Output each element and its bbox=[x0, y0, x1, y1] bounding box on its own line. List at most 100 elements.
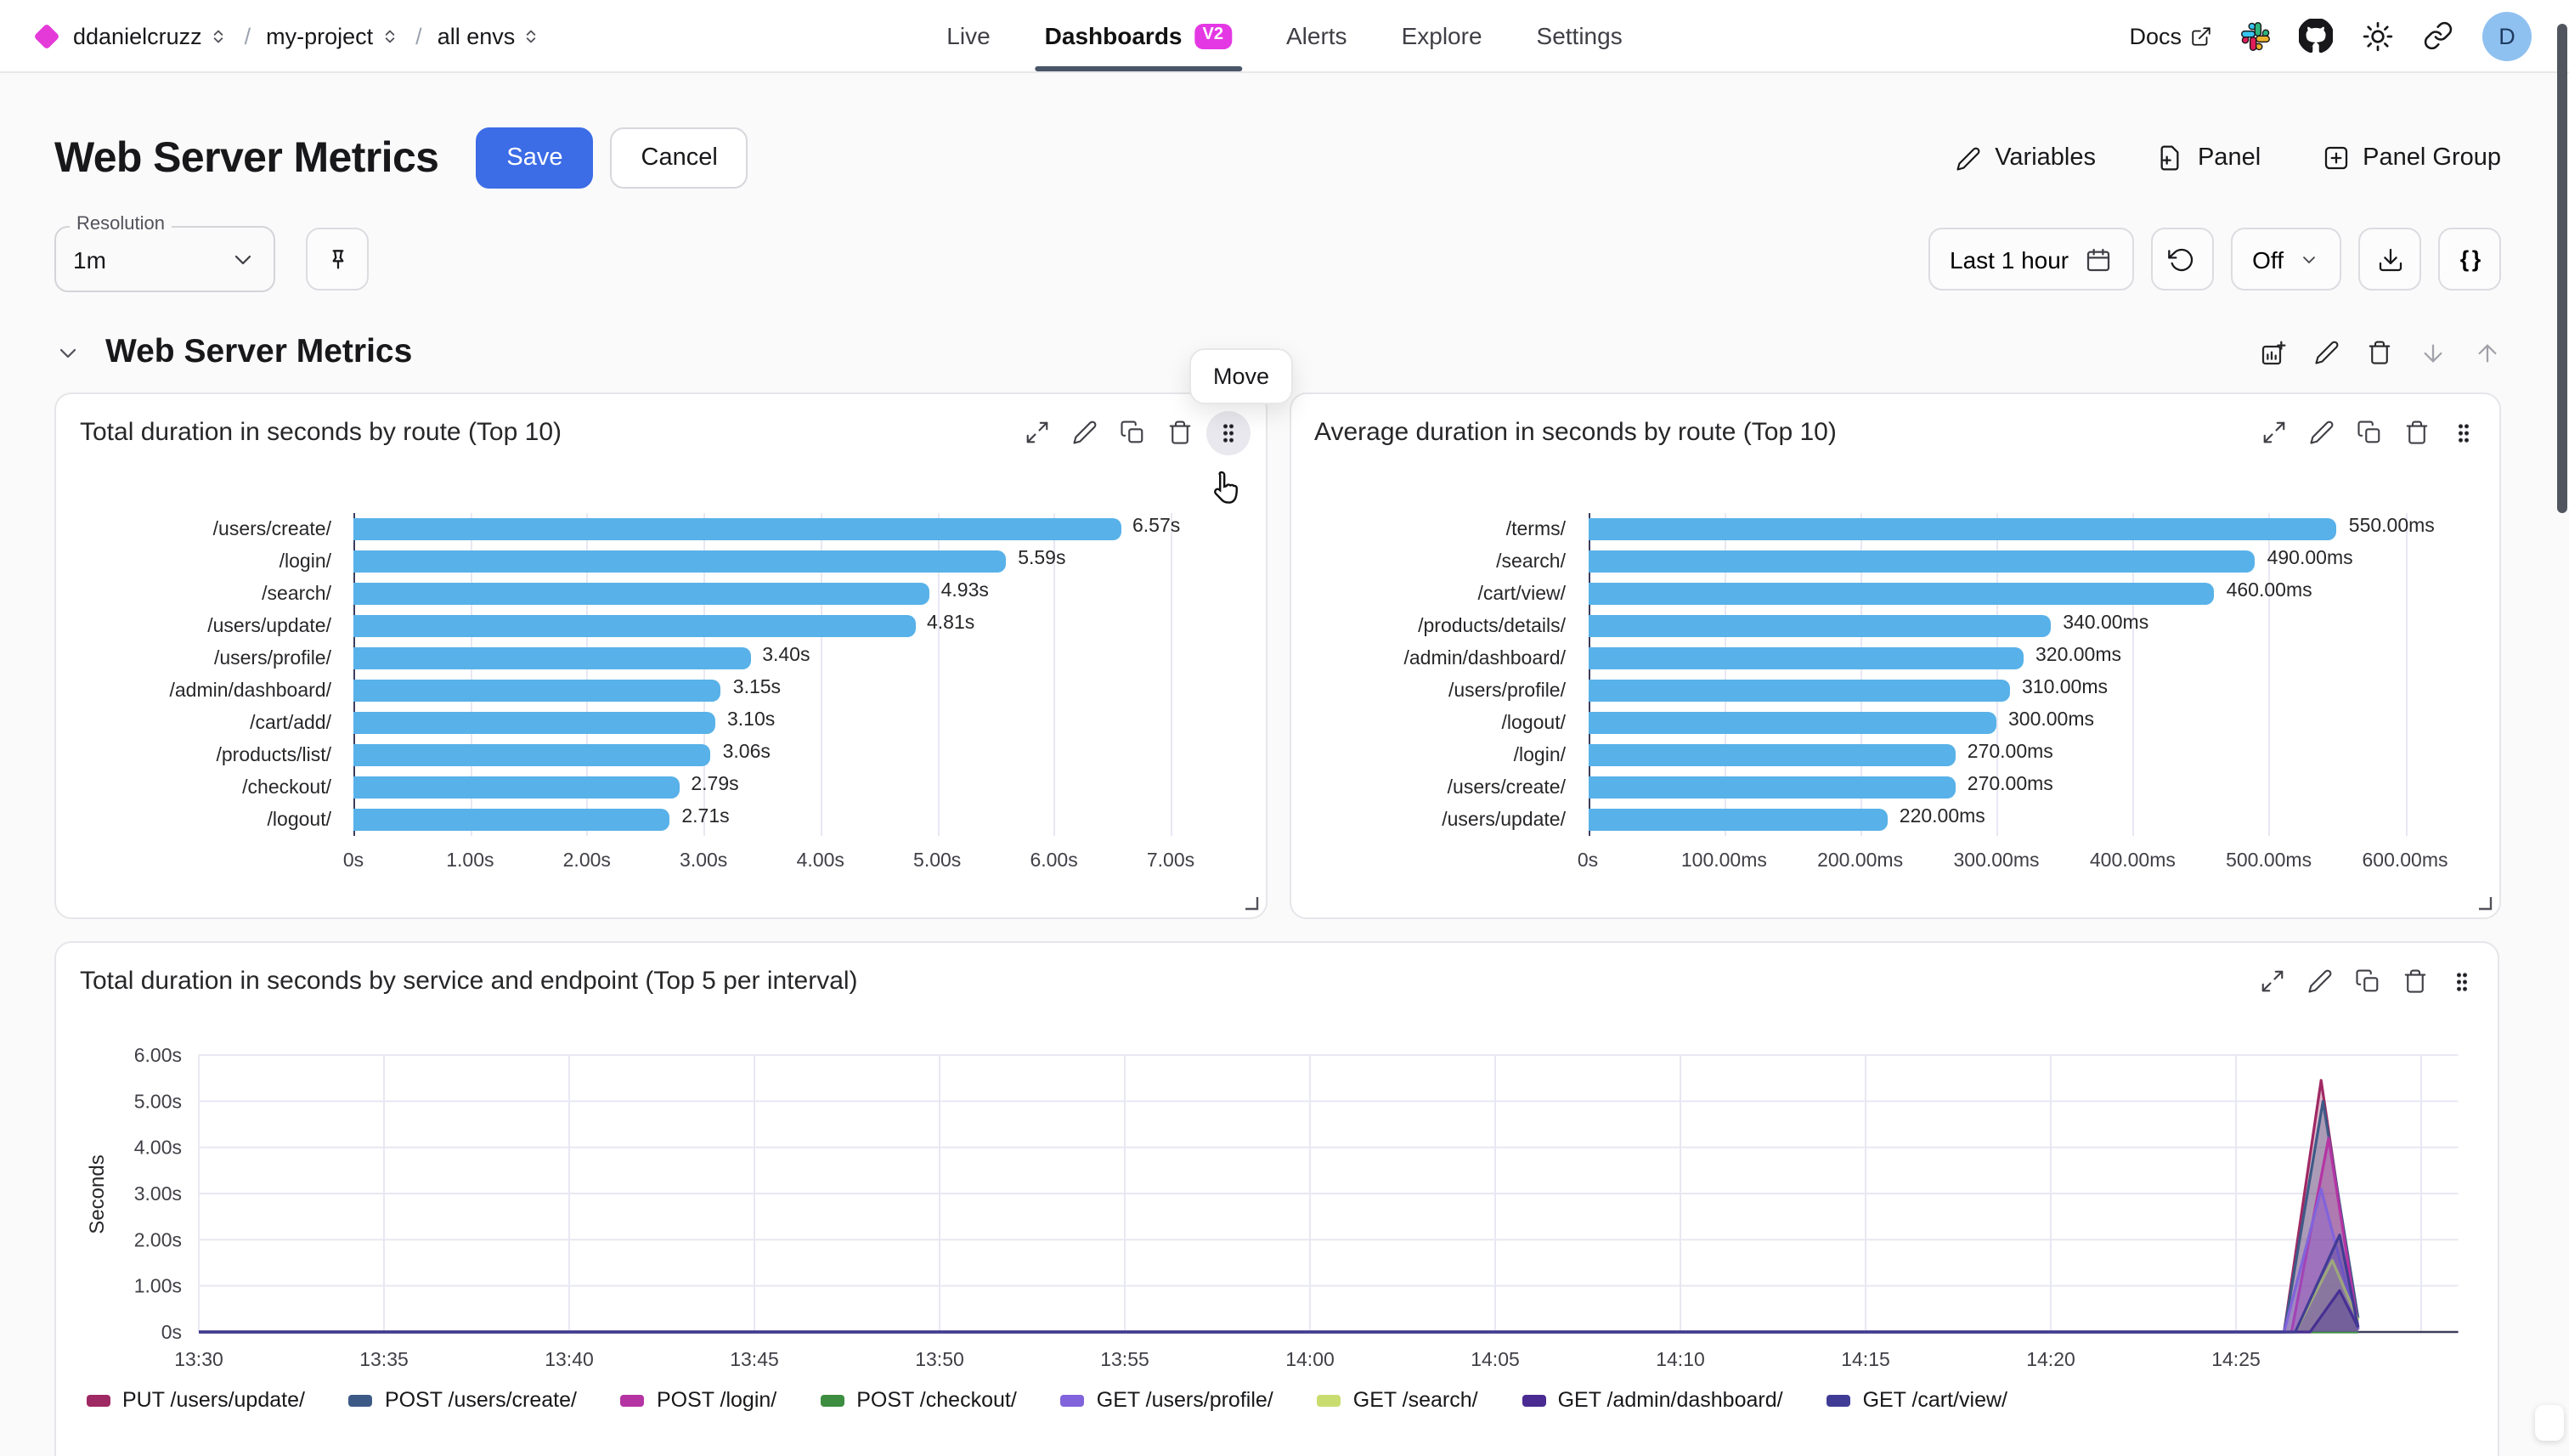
breadcrumb-item-my-project[interactable]: my-project bbox=[266, 23, 400, 48]
docs-link[interactable]: Docs bbox=[2129, 23, 2212, 48]
nav-tab-settings[interactable]: Settings bbox=[1536, 22, 1623, 49]
add-panel-button[interactable]: Panel bbox=[2157, 144, 2261, 172]
edit-icon[interactable] bbox=[2314, 340, 2340, 365]
bar-row-users-update: /users/update/4.81s bbox=[207, 613, 975, 637]
bar[interactable] bbox=[353, 518, 1121, 540]
refresh-button[interactable] bbox=[2150, 228, 2214, 291]
save-button[interactable]: Save bbox=[476, 127, 594, 189]
slack-icon[interactable] bbox=[2241, 21, 2270, 50]
nav-tab-dashboards[interactable]: Dashboards V2 bbox=[1034, 0, 1243, 71]
add-panel-group-button[interactable]: Panel Group bbox=[2322, 144, 2501, 172]
download-button[interactable] bbox=[2358, 228, 2421, 291]
duplicate-icon[interactable] bbox=[2355, 968, 2380, 994]
delete-icon[interactable] bbox=[2402, 968, 2428, 994]
json-button[interactable]: { } bbox=[2438, 228, 2501, 291]
auto-refresh-select[interactable]: Off bbox=[2230, 228, 2341, 291]
external-link-icon bbox=[2190, 25, 2212, 47]
nav-tab-alerts[interactable]: Alerts bbox=[1285, 22, 1347, 49]
legend-item-post-checkout[interactable]: POST /checkout/ bbox=[821, 1388, 1017, 1412]
bar[interactable] bbox=[353, 809, 670, 831]
delete-icon[interactable] bbox=[2367, 340, 2392, 365]
bar-row-products-details: /products/details/340.00ms bbox=[1418, 613, 2149, 637]
legend-item-get-admin-dashboard[interactable]: GET /admin/dashboard/ bbox=[1522, 1388, 1783, 1412]
bar[interactable] bbox=[1588, 712, 1996, 734]
page-body: Web Server Metrics Save Cancel Variables… bbox=[0, 127, 2569, 1456]
chart-legend: PUT /users/update/POST /users/create/POS… bbox=[87, 1388, 2007, 1412]
bar[interactable] bbox=[1588, 647, 2024, 669]
duplicate-icon[interactable] bbox=[1119, 420, 1144, 445]
bar[interactable] bbox=[1588, 583, 2215, 605]
drag-handle-icon[interactable] bbox=[2452, 420, 2476, 444]
expand-icon[interactable] bbox=[2260, 968, 2285, 994]
edit-icon[interactable] bbox=[1071, 420, 1097, 445]
page-title: Web Server Metrics bbox=[54, 133, 439, 181]
nav-tab-live[interactable]: Live bbox=[946, 22, 991, 49]
bar[interactable] bbox=[353, 712, 715, 734]
nav-tab-explore[interactable]: Explore bbox=[1401, 22, 1482, 49]
bar[interactable] bbox=[353, 550, 1007, 573]
avatar[interactable]: D bbox=[2482, 11, 2532, 60]
bar-row-users-profile: /users/profile/310.00ms bbox=[1448, 678, 2109, 702]
drag-handle-icon[interactable] bbox=[1205, 410, 1250, 454]
breadcrumb-item-all-envs[interactable]: all envs bbox=[438, 23, 543, 48]
time-range-button[interactable]: Last 1 hour bbox=[1928, 228, 2134, 291]
edit-icon[interactable] bbox=[2309, 420, 2335, 445]
bar[interactable] bbox=[1588, 809, 1888, 831]
move-up-icon[interactable] bbox=[2474, 339, 2501, 366]
breadcrumb-separator: / bbox=[415, 23, 422, 48]
bar-row-checkout: /checkout/2.79s bbox=[242, 775, 739, 799]
breadcrumb-separator: / bbox=[244, 23, 251, 48]
resize-handle-icon[interactable] bbox=[1243, 895, 1258, 911]
edit-icon[interactable] bbox=[2307, 968, 2333, 994]
bar[interactable] bbox=[1588, 518, 2337, 540]
legend-item-post-login[interactable]: POST /login/ bbox=[620, 1388, 776, 1412]
svg-text:13:30: 13:30 bbox=[174, 1348, 223, 1370]
breadcrumb-item-ddanielcruzz[interactable]: ddanielcruzz bbox=[73, 23, 229, 48]
bar-row-products-list: /products/list/3.06s bbox=[216, 742, 771, 766]
legend-item-put-users-update[interactable]: PUT /users/update/ bbox=[87, 1388, 305, 1412]
bar[interactable] bbox=[1588, 680, 2010, 702]
cancel-button[interactable]: Cancel bbox=[610, 127, 748, 189]
legend-item-get-search[interactable]: GET /search/ bbox=[1317, 1388, 1478, 1412]
duplicate-icon[interactable] bbox=[2357, 420, 2382, 445]
bar[interactable] bbox=[353, 680, 721, 702]
bar[interactable] bbox=[1588, 744, 1956, 766]
resize-handle-icon[interactable] bbox=[2477, 895, 2493, 911]
delete-icon[interactable] bbox=[2404, 420, 2430, 445]
theme-toggle-icon[interactable] bbox=[2362, 20, 2394, 52]
collapse-chevron-icon[interactable] bbox=[54, 339, 82, 366]
move-tooltip: Move bbox=[1189, 348, 1294, 404]
drag-handle-icon[interactable] bbox=[2450, 969, 2474, 993]
svg-text:14:05: 14:05 bbox=[1471, 1348, 1520, 1370]
expand-icon[interactable] bbox=[2261, 420, 2287, 445]
delete-icon[interactable] bbox=[1166, 420, 1192, 445]
scrollbar-thumb[interactable] bbox=[2557, 24, 2567, 513]
legend-item-get-cart-view[interactable]: GET /cart/view/ bbox=[1827, 1388, 2007, 1412]
svg-text:14:15: 14:15 bbox=[1841, 1348, 1890, 1370]
resolution-select[interactable]: Resolution 1m bbox=[54, 214, 275, 292]
bar[interactable] bbox=[1588, 776, 1956, 799]
expand-icon[interactable] bbox=[1024, 420, 1049, 445]
add-chart-icon[interactable] bbox=[2260, 339, 2287, 366]
bar[interactable] bbox=[353, 744, 711, 766]
pin-button[interactable] bbox=[306, 228, 369, 291]
bar-row-terms: /terms/550.00ms bbox=[1505, 516, 2435, 540]
legend-item-post-users-create[interactable]: POST /users/create/ bbox=[348, 1388, 577, 1412]
variables-button[interactable]: Variables bbox=[1956, 144, 2096, 172]
bar[interactable] bbox=[353, 647, 751, 669]
github-icon[interactable] bbox=[2299, 19, 2333, 53]
variables-label: Variables bbox=[1995, 144, 2096, 172]
bar[interactable] bbox=[1588, 550, 2256, 573]
chevron-down-icon bbox=[229, 245, 257, 273]
bar[interactable] bbox=[353, 615, 915, 637]
svg-text:13:55: 13:55 bbox=[1100, 1348, 1149, 1370]
bar[interactable] bbox=[353, 776, 680, 799]
legend-item-get-users-profile[interactable]: GET /users/profile/ bbox=[1060, 1388, 1273, 1412]
bar[interactable] bbox=[1588, 615, 2052, 637]
brand-logo-icon[interactable] bbox=[33, 22, 60, 49]
calendar-icon bbox=[2084, 245, 2111, 273]
bar[interactable] bbox=[353, 583, 929, 605]
bar-row-logout: /logout/300.00ms bbox=[1501, 710, 2095, 734]
share-link-icon[interactable] bbox=[2423, 20, 2453, 51]
move-down-icon[interactable] bbox=[2419, 339, 2447, 366]
